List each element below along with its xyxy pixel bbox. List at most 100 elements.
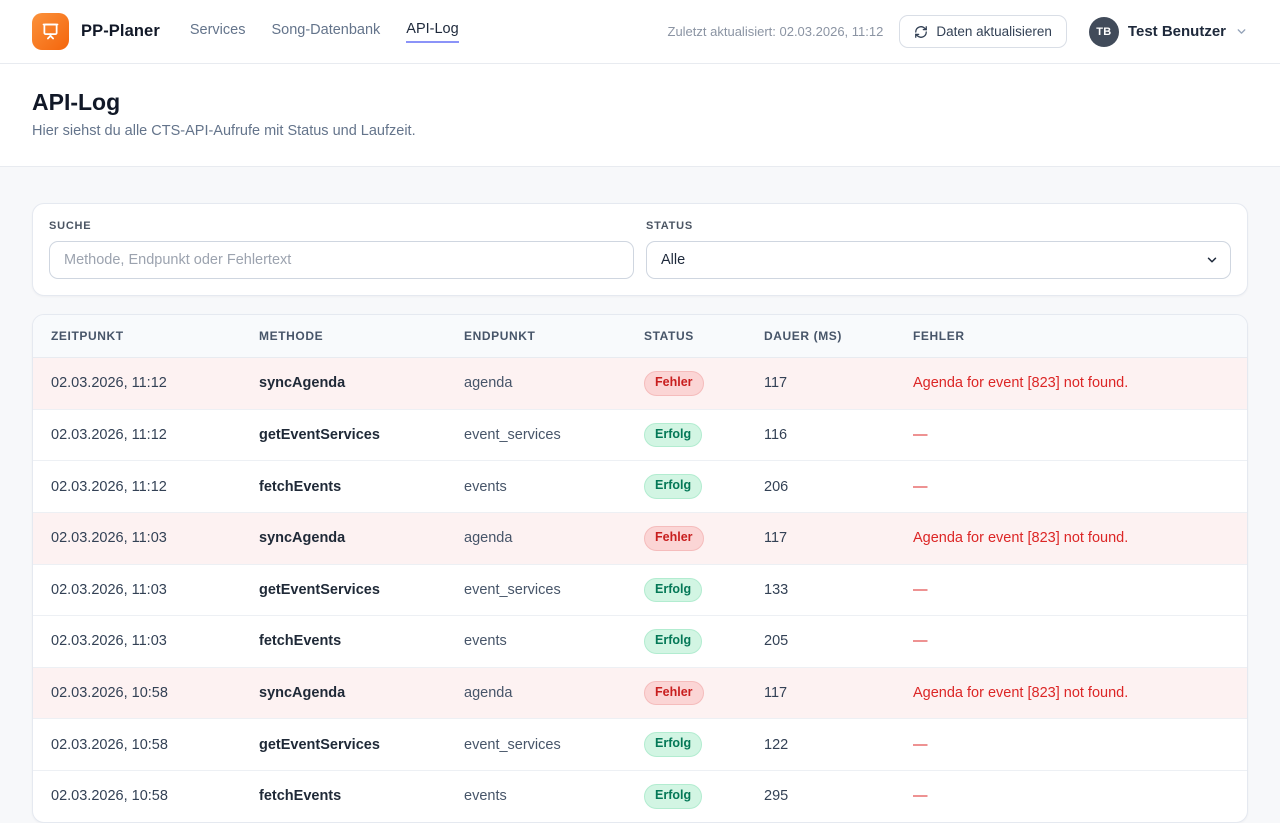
nav-item-api-log[interactable]: API-Log: [406, 21, 459, 43]
cell-methode: syncAgenda: [241, 667, 446, 720]
cell-methode: syncAgenda: [241, 357, 446, 410]
cell-zeitpunkt: 02.03.2026, 11:03: [33, 615, 241, 668]
status-badge: Fehler: [644, 680, 704, 706]
cell-zeitpunkt: 02.03.2026, 10:58: [33, 718, 241, 771]
page-title: API-Log: [32, 89, 121, 115]
chevron-down-icon: [1235, 25, 1248, 38]
cell-endpunkt: agenda: [446, 667, 626, 720]
table-row: 02.03.2026, 11:03 getEventServices event_s…: [33, 564, 1247, 617]
table-row: 02.03.2026, 10:58 syncAgenda agenda Fehler 1…: [33, 667, 1247, 720]
cell-zeitpunkt: 02.03.2026, 11:12: [33, 460, 241, 513]
filter-card: SUCHE STATUS Alle: [32, 203, 1248, 296]
table-row: 02.03.2026, 10:58 fetchEvents events Erfolg…: [33, 771, 1247, 822]
status-badge: Erfolg: [644, 474, 703, 499]
cell-endpunkt: agenda: [446, 512, 626, 565]
cell-fehler: —: [895, 615, 1247, 668]
cell-dauer: 205: [746, 615, 895, 668]
status-select[interactable]: Alle: [646, 241, 1231, 279]
cell-dauer: 117: [746, 512, 895, 565]
nav-item-services[interactable]: Services: [189, 21, 246, 38]
presentation-board-icon: [40, 21, 61, 42]
cell-zeitpunkt: 02.03.2026, 11:12: [33, 357, 241, 410]
status-badge: Erfolg: [644, 422, 703, 448]
main-nav: Services Song-Datenbank API-Log: [190, 21, 459, 43]
column-header-fehler: FEHLER: [895, 315, 1247, 358]
cell-fehler: —: [895, 460, 1247, 513]
page-header: API-Log Hier siehst du alle CTS-API-Aufr…: [0, 64, 1280, 167]
table-row: 02.03.2026, 11:12 syncAgenda agenda Fehler 1…: [33, 357, 1247, 410]
cell-endpunkt: events: [464, 788, 507, 805]
api-log-table-card: ZEITPUNKT METHODE ENDPUNKT STATUS DAUER …: [32, 314, 1248, 823]
search-input[interactable]: [49, 241, 634, 279]
cell-status: Fehler: [626, 667, 746, 720]
refresh-button-label: Daten aktualisieren: [936, 24, 1052, 39]
cell-status: Erfolg: [626, 771, 746, 822]
cell-dauer: 122: [746, 718, 895, 771]
cell-dauer: 295: [764, 788, 789, 805]
nav-item-song-datenbank[interactable]: Song-Datenbank: [271, 21, 381, 38]
cell-fehler: —: [895, 409, 1247, 462]
table-header-row: ZEITPUNKT METHODE ENDPUNKT STATUS DAUER …: [33, 315, 1247, 358]
api-log-table: ZEITPUNKT METHODE ENDPUNKT STATUS DAUER …: [33, 315, 1247, 822]
avatar: TB: [1088, 16, 1119, 47]
table-row: 02.03.2026, 10:58 getEventServices event_s…: [33, 718, 1247, 771]
table-row: 02.03.2026, 11:12 fetchEvents events Erfolg…: [33, 460, 1247, 513]
search-field-group: SUCHE: [49, 220, 634, 279]
cell-methode: fetchEvents: [241, 460, 446, 513]
cell-methode: fetchEvents: [259, 788, 342, 805]
cell-endpunkt: event_services: [446, 564, 626, 617]
status-badge: Erfolg: [644, 784, 703, 809]
cell-endpunkt: event_services: [446, 718, 626, 771]
table-row: 02.03.2026, 11:12 getEventServices event_s…: [33, 409, 1247, 462]
column-header-methode: METHODE: [241, 315, 446, 358]
cell-status: Erfolg: [626, 615, 746, 668]
cell-methode: getEventServices: [241, 718, 446, 771]
app-logo: [32, 13, 69, 50]
cell-endpunkt: events: [446, 460, 626, 513]
cell-zeitpunkt: 02.03.2026, 10:58: [33, 667, 241, 720]
search-label: SUCHE: [49, 220, 92, 232]
table-row: 02.03.2026, 11:03 syncAgenda agenda Fehler 1…: [33, 512, 1247, 565]
status-badge: Fehler: [644, 525, 704, 551]
refresh-icon: [914, 25, 928, 39]
page-subtitle: Hier siehst du alle CTS-API-Aufrufe mit …: [32, 123, 416, 139]
cell-fehler: Agenda for event [823] not found.: [895, 512, 1247, 565]
cell-dauer: 117: [746, 357, 895, 410]
cell-dauer: 116: [746, 409, 895, 462]
cell-status: Erfolg: [626, 718, 746, 771]
cell-status: Erfolg: [626, 460, 746, 513]
brand-name: PP-Planer: [81, 22, 160, 40]
cell-fehler: Agenda for event [823] not found.: [895, 667, 1247, 720]
cell-methode: getEventServices: [241, 564, 446, 617]
cell-endpunkt: event_services: [446, 409, 626, 462]
main-content: SUCHE STATUS Alle: [0, 167, 1280, 823]
status-badge: Erfolg: [644, 629, 703, 654]
cell-status: Fehler: [626, 512, 746, 565]
column-header-zeitpunkt: ZEITPUNKT: [33, 315, 241, 358]
table-row: 02.03.2026, 11:03 fetchEvents events Erfolg…: [33, 615, 1247, 668]
status-badge: Fehler: [644, 371, 704, 396]
cell-fehler: Agenda for event [823] not found.: [895, 357, 1247, 410]
cell-fehler: —: [895, 564, 1247, 617]
status-badge: Erfolg: [644, 732, 703, 757]
cell-methode: syncAgenda: [241, 512, 446, 565]
cell-status: Erfolg: [626, 564, 746, 617]
cell-status: Erfolg: [626, 409, 746, 462]
cell-dauer: 133: [746, 564, 895, 617]
cell-endpunkt: events: [446, 615, 626, 668]
status-label: STATUS: [646, 220, 693, 232]
cell-status: Fehler: [626, 357, 746, 410]
top-navigation-bar: PP-Planer Services Song-Datenbank API-Lo…: [0, 0, 1280, 64]
cell-fehler: —: [913, 788, 928, 805]
cell-fehler: —: [895, 718, 1247, 771]
column-header-dauer: DAUER (MS): [746, 315, 895, 358]
user-name: Test Benutzer: [1127, 23, 1226, 40]
brand: PP-Planer: [32, 13, 160, 50]
cell-endpunkt: agenda: [446, 357, 626, 410]
refresh-data-button[interactable]: Daten aktualisieren: [899, 15, 1067, 48]
cell-zeitpunkt: 02.03.2026, 11:03: [33, 564, 241, 617]
cell-zeitpunkt: 02.03.2026, 11:12: [33, 409, 241, 462]
column-header-endpunkt: ENDPUNKT: [446, 315, 626, 358]
user-menu[interactable]: TB Test Benutzer: [1088, 16, 1248, 47]
cell-zeitpunkt: 02.03.2026, 11:03: [33, 512, 241, 565]
